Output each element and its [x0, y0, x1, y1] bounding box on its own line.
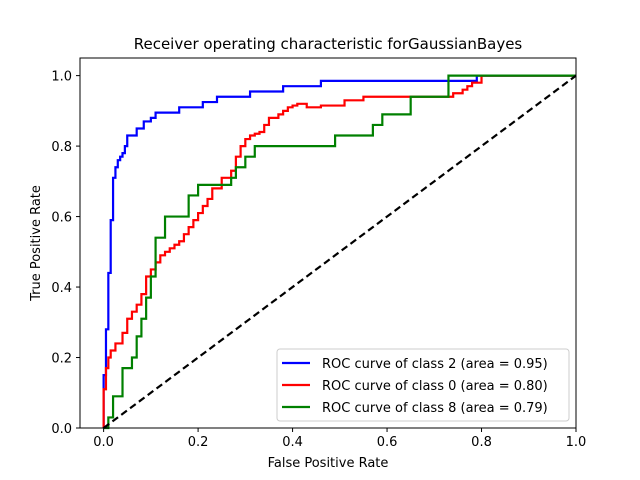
chart-title: Receiver operating characteristic forGau…	[134, 35, 523, 53]
x-tick-label: 0.8	[471, 435, 492, 450]
y-tick-label: 0.8	[51, 140, 72, 155]
y-tick-label: 0.4	[51, 281, 72, 296]
x-tick-label: 0.2	[188, 435, 209, 450]
series-layer	[102, 74, 577, 430]
series-line-1	[102, 74, 576, 428]
y-axis-label: True Positive Rate	[29, 185, 44, 302]
x-axis-ticks: 0.0 0.2 0.4 0.6 0.8 1.0	[93, 428, 586, 450]
legend-label: ROC curve of class 2 (area = 0.95)	[322, 357, 548, 372]
x-axis-label: False Positive Rate	[268, 456, 389, 471]
series-line-0	[102, 74, 576, 428]
y-tick-label: 0.2	[51, 352, 72, 367]
plot-frame	[79, 57, 577, 429]
x-tick-label: 0.0	[93, 435, 114, 450]
x-tick-label: 0.4	[282, 435, 303, 450]
legend: ROC curve of class 2 (area = 0.95) ROC cu…	[276, 348, 570, 422]
legend-label: ROC curve of class 0 (area = 0.80)	[322, 379, 548, 394]
plot-area	[79, 57, 577, 430]
y-tick-label: 0.0	[51, 422, 72, 437]
y-axis-ticks: 0.0 0.2 0.4 0.6 0.8 1.0	[51, 70, 80, 437]
series-line-2	[103, 74, 576, 430]
legend-box	[276, 348, 570, 422]
x-tick-label: 1.0	[566, 435, 587, 450]
x-tick-label: 0.6	[377, 435, 398, 450]
y-tick-label: 1.0	[51, 70, 72, 85]
legend-label: ROC curve of class 8 (area = 0.79)	[322, 401, 548, 416]
y-tick-label: 0.6	[51, 211, 72, 226]
